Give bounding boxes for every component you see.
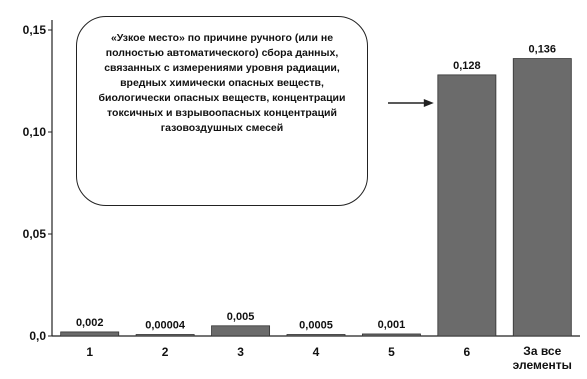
bar (361, 333, 421, 337)
data-label: 0,005 (227, 311, 255, 323)
data-label: 0,00004 (145, 320, 186, 332)
x-category-label: элементы (513, 358, 572, 372)
bar (135, 334, 195, 337)
y-tick-label: 0,10 (23, 125, 47, 139)
data-label: 0,136 (529, 44, 557, 56)
x-category-label: 4 (313, 345, 320, 359)
data-label: 0,001 (378, 319, 406, 331)
x-category-label: 3 (237, 345, 244, 359)
bar (512, 58, 572, 337)
bar (437, 74, 497, 337)
bars (60, 58, 572, 337)
x-category-label: 2 (162, 345, 169, 359)
x-category-label: 5 (388, 345, 395, 359)
annotation-callout: «Узкое место» по причине ручного (или не… (76, 16, 368, 206)
y-tick-label: 0,15 (23, 23, 47, 37)
arrow-head (423, 99, 434, 107)
data-label: 0,002 (76, 317, 104, 329)
x-category-label: За все (523, 344, 561, 358)
x-category-label: 1 (86, 345, 93, 359)
data-label: 0,0005 (299, 320, 333, 332)
annotation-arrow (388, 99, 434, 107)
y-tick-label: 0,0 (29, 329, 46, 343)
data-label: 0,128 (453, 60, 481, 72)
y-tick-label: 0,05 (23, 227, 47, 241)
bar (211, 325, 271, 337)
bar (60, 331, 120, 337)
bar (286, 334, 346, 337)
data-labels: 0,002 0,00004 0,005 0,0005 0,001 0,128 0,136 (76, 44, 556, 332)
y-axis-ticks: 0,0 0,05 0,10 0,15 (23, 23, 52, 343)
x-category-label: 6 (464, 345, 471, 359)
